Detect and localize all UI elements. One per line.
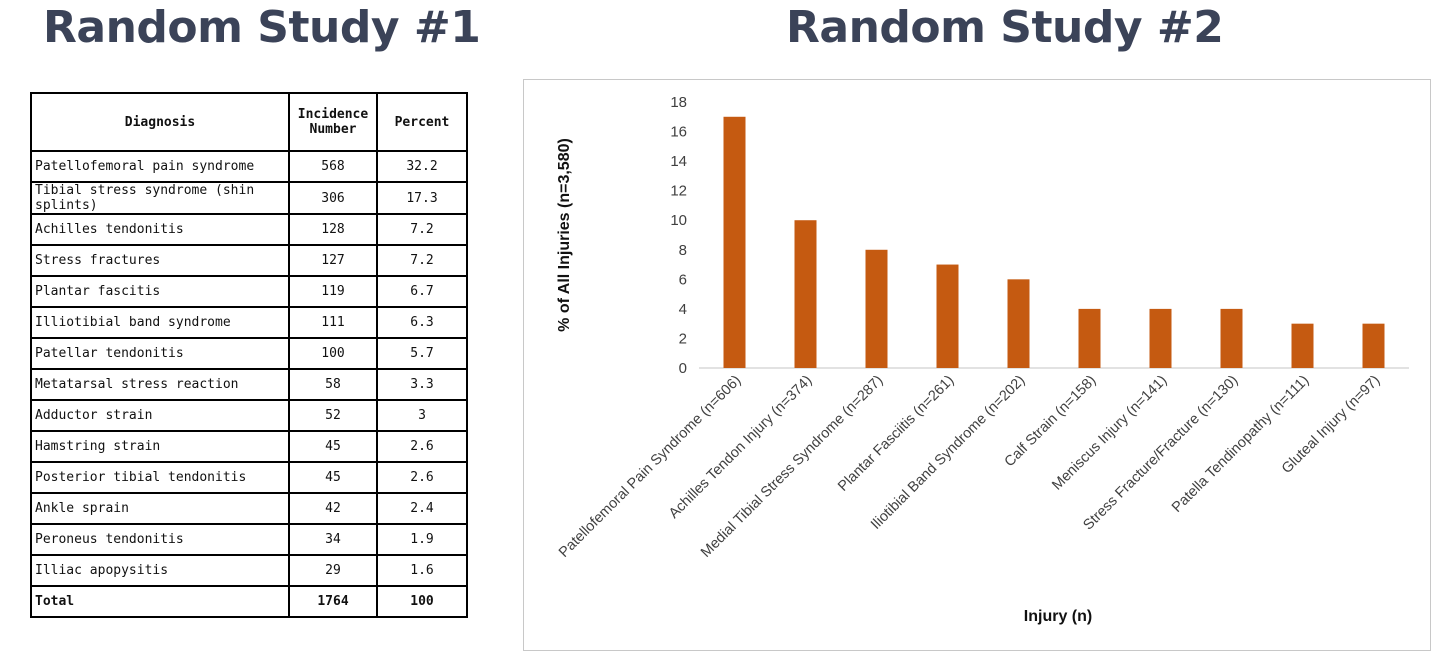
table-row: Illiotibial band syndrome 111 6.3 xyxy=(30,306,468,339)
table-row: Stress fractures 127 7.2 xyxy=(30,244,468,277)
cell-diagnosis: Stress fractures xyxy=(30,244,290,277)
x-tick-label: Patella Tendinopathy (n=111) xyxy=(1169,373,1312,516)
x-tick-label: Iliotibial Band Syndrome (n=202) xyxy=(868,373,1028,533)
cell-incidence: 34 xyxy=(288,523,378,556)
table-row: Patellar tendonitis 100 5.7 xyxy=(30,337,468,370)
bar xyxy=(794,220,817,368)
bar xyxy=(723,116,746,369)
y-tick-label: 0 xyxy=(679,360,687,377)
cell-percent: 1.6 xyxy=(376,554,468,587)
chart-panel: 0 2 4 6 8 10 12 14 16 18 Patellofemoral Pain Syndr… xyxy=(523,79,1431,651)
x-axis-title: Injury (n) xyxy=(1024,608,1092,625)
y-tick-label: 2 xyxy=(679,330,687,347)
cell-incidence: 58 xyxy=(288,368,378,401)
table-row: Peroneus tendonitis 34 1.9 xyxy=(30,523,468,556)
table-header-row: Diagnosis Incidence Number Percent xyxy=(30,92,468,152)
study-1-title: Random Study #1 xyxy=(43,2,481,53)
table-row: Metatarsal stress reaction 58 3.3 xyxy=(30,368,468,401)
cell-diagnosis: Adductor strain xyxy=(30,399,290,432)
table-total-row: Total 1764 100 xyxy=(30,585,468,618)
cell-diagnosis: Patellar tendonitis xyxy=(30,337,290,370)
cell-diagnosis: Illiotibial band syndrome xyxy=(30,306,290,339)
y-tick-label: 12 xyxy=(670,183,687,200)
cell-incidence: 42 xyxy=(288,492,378,525)
x-tick-label: Stress Fracture/Fracture (n=130) xyxy=(1080,373,1241,534)
table-row: Adductor strain 52 3 xyxy=(30,399,468,432)
cell-diagnosis: Total xyxy=(30,585,290,618)
cell-incidence: 100 xyxy=(288,337,378,370)
cell-diagnosis: Patellofemoral pain syndrome xyxy=(30,150,290,183)
cell-diagnosis: Peroneus tendonitis xyxy=(30,523,290,556)
cell-percent: 100 xyxy=(376,585,468,618)
y-axis-title: % of All Injuries (n=3,580) xyxy=(556,138,573,332)
x-tick-label: Plantar Fasciitis (n=261) xyxy=(835,373,957,495)
bar xyxy=(1362,323,1385,368)
cell-percent: 6.3 xyxy=(376,306,468,339)
y-tick-label: 10 xyxy=(670,212,687,229)
x-tick-label: Meniscus Injury (n=141) xyxy=(1049,373,1170,494)
cell-percent: 17.3 xyxy=(376,181,468,215)
y-tick-label: 6 xyxy=(679,271,687,288)
table-row: Patellofemoral pain syndrome 568 32.2 xyxy=(30,150,468,183)
cell-diagnosis: Hamstring strain xyxy=(30,430,290,463)
cell-percent: 7.2 xyxy=(376,244,468,277)
cell-percent: 3 xyxy=(376,399,468,432)
cell-diagnosis: Achilles tendonitis xyxy=(30,213,290,246)
header-incidence-number: Incidence Number xyxy=(288,92,378,152)
cell-diagnosis: Posterior tibial tendonitis xyxy=(30,461,290,494)
cell-diagnosis: Plantar fascitis xyxy=(30,275,290,308)
y-tick-label: 18 xyxy=(670,94,687,111)
cell-percent: 32.2 xyxy=(376,150,468,183)
y-tick-label: 16 xyxy=(670,124,687,141)
cell-percent: 5.7 xyxy=(376,337,468,370)
table-row: Ankle sprain 42 2.4 xyxy=(30,492,468,525)
cell-incidence: 128 xyxy=(288,213,378,246)
cell-diagnosis: Metatarsal stress reaction xyxy=(30,368,290,401)
bar xyxy=(1149,308,1172,368)
header-diagnosis: Diagnosis xyxy=(30,92,290,152)
cell-incidence: 127 xyxy=(288,244,378,277)
table-row: Achilles tendonitis 128 7.2 xyxy=(30,213,468,246)
table-row: Posterior tibial tendonitis 45 2.6 xyxy=(30,461,468,494)
bar xyxy=(1220,308,1243,368)
cell-percent: 2.6 xyxy=(376,461,468,494)
diagnosis-table: Diagnosis Incidence Number Percent Patel… xyxy=(30,92,468,618)
cell-percent: 3.3 xyxy=(376,368,468,401)
cell-incidence: 1764 xyxy=(288,585,378,618)
cell-incidence: 568 xyxy=(288,150,378,183)
y-tick-label: 14 xyxy=(670,153,687,170)
cell-incidence: 52 xyxy=(288,399,378,432)
header-percent: Percent xyxy=(376,92,468,152)
cell-incidence: 111 xyxy=(288,306,378,339)
y-tick-label: 8 xyxy=(679,242,687,259)
cell-percent: 2.6 xyxy=(376,430,468,463)
bar xyxy=(936,264,959,368)
table-row: Tibial stress syndrome (shin splints) 306… xyxy=(30,181,468,215)
bar xyxy=(1291,323,1314,368)
cell-diagnosis: Tibial stress syndrome (shin splints) xyxy=(30,181,290,215)
cell-percent: 2.4 xyxy=(376,492,468,525)
cell-diagnosis: Illiac apopysitis xyxy=(30,554,290,587)
table-row: Illiac apopysitis 29 1.6 xyxy=(30,554,468,587)
cell-diagnosis: Ankle sprain xyxy=(30,492,290,525)
cell-incidence: 119 xyxy=(288,275,378,308)
cell-incidence: 45 xyxy=(288,461,378,494)
cell-percent: 6.7 xyxy=(376,275,468,308)
cell-percent: 1.9 xyxy=(376,523,468,556)
table-row: Plantar fascitis 119 6.7 xyxy=(30,275,468,308)
bar xyxy=(865,249,888,368)
bar xyxy=(1078,308,1101,368)
cell-incidence: 45 xyxy=(288,430,378,463)
y-tick-label: 4 xyxy=(679,301,687,318)
x-tick-label: Achilles Tendon Injury (n=374) xyxy=(666,373,815,522)
study-2-title: Random Study #2 xyxy=(786,2,1224,53)
cell-incidence: 306 xyxy=(288,181,378,215)
cell-incidence: 29 xyxy=(288,554,378,587)
table-body: Patellofemoral pain syndrome 568 32.2 Tibia… xyxy=(30,150,468,618)
bar xyxy=(1007,279,1030,368)
cell-percent: 7.2 xyxy=(376,213,468,246)
table-row: Hamstring strain 45 2.6 xyxy=(30,430,468,463)
